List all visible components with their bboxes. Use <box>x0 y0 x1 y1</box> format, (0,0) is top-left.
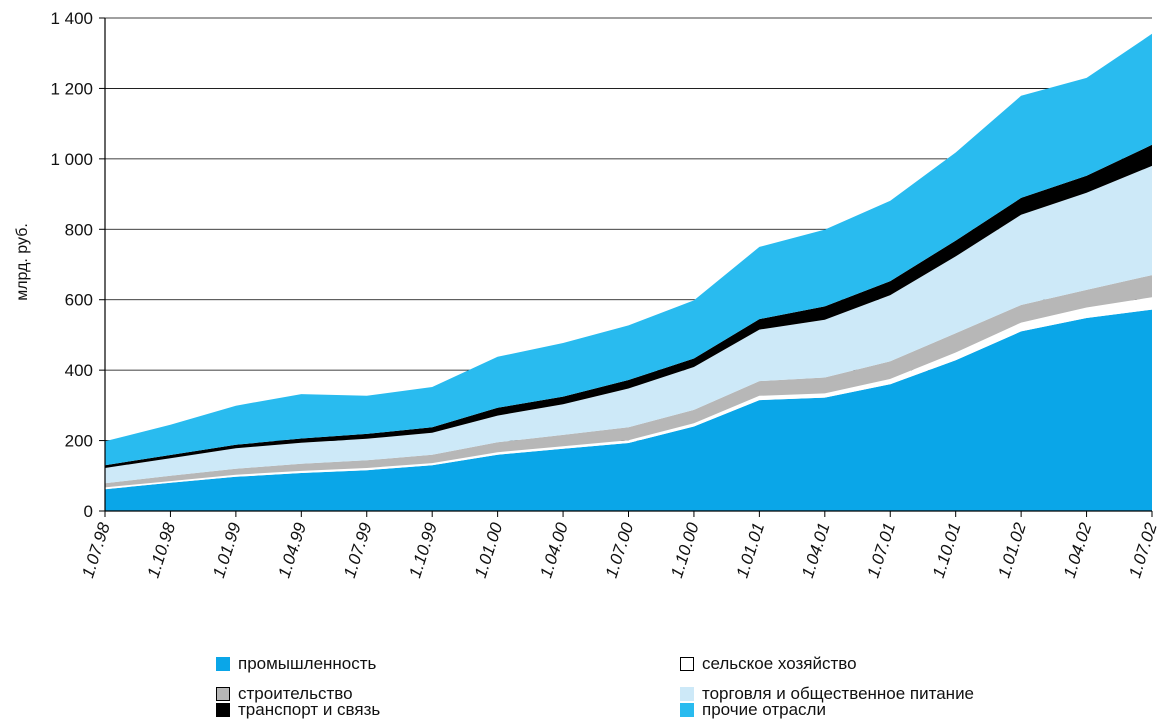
x-tick-label: 1.07.99 <box>340 520 376 580</box>
y-tick-label: 1 200 <box>50 79 93 98</box>
y-tick-label: 200 <box>65 432 93 451</box>
x-tick-label: 1.10.99 <box>405 520 441 580</box>
y-axis-label: млрд. руб. <box>14 223 31 301</box>
y-tick-label: 1 400 <box>50 9 93 28</box>
y-tick-label: 0 <box>84 502 93 521</box>
x-tick-label: 1.07.98 <box>78 520 114 580</box>
area-series <box>105 33 1152 511</box>
y-tick-label: 1 000 <box>50 150 93 169</box>
x-tick-label: 1.10.98 <box>144 520 180 580</box>
y-tick-label: 800 <box>65 220 93 239</box>
x-tick-label: 1.10.00 <box>667 520 703 580</box>
y-tick-label: 600 <box>65 291 93 310</box>
x-tick-label: 1.07.01 <box>864 520 900 580</box>
x-tick-label: 1.10.01 <box>929 520 965 580</box>
y-tick-label: 400 <box>65 361 93 380</box>
x-tick-label: 1.04.01 <box>798 520 834 580</box>
area-1 <box>105 309 1152 511</box>
x-tick-label: 1.01.02 <box>994 520 1030 580</box>
x-tick-label: 1.07.02 <box>1125 520 1160 580</box>
x-tick-label: 1.01.00 <box>471 520 507 580</box>
x-tick-label: 1.04.00 <box>536 520 572 580</box>
area-6 <box>105 33 1152 466</box>
area-4 <box>105 165 1152 484</box>
x-tick-label: 1.01.01 <box>733 520 769 580</box>
x-tick-label: 1.07.00 <box>602 520 638 580</box>
x-tick-label: 1.04.02 <box>1060 520 1096 580</box>
x-tick-label: 1.01.99 <box>209 520 245 580</box>
grid-lines <box>105 17 1152 441</box>
x-tick-label: 1.04.99 <box>275 520 311 580</box>
